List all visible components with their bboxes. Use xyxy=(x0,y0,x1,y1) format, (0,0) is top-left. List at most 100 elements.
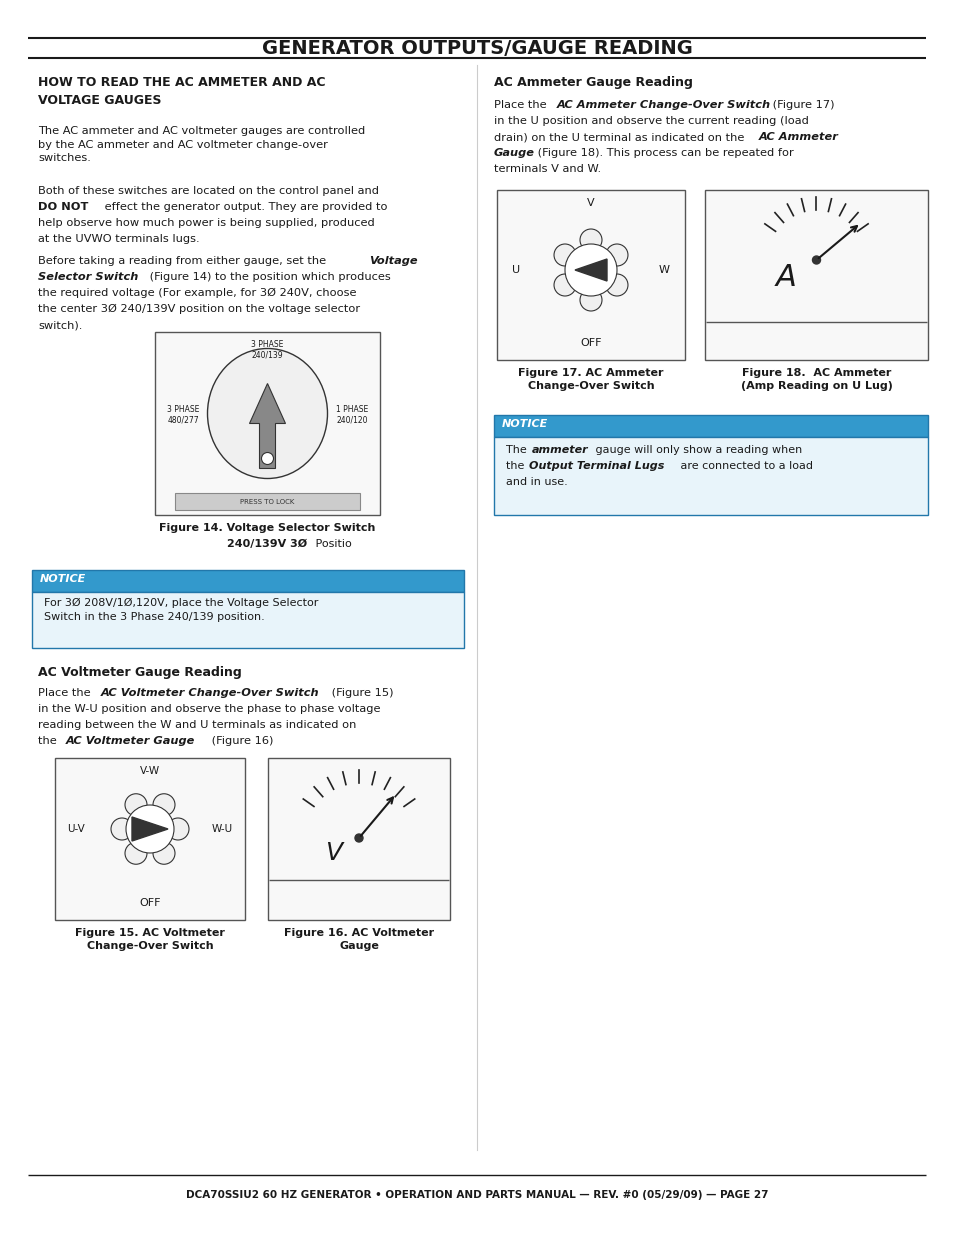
Text: reading between the W and U terminals as indicated on: reading between the W and U terminals as… xyxy=(38,720,356,730)
Text: switch).: switch). xyxy=(38,320,82,330)
Text: A: A xyxy=(775,263,796,293)
Bar xyxy=(497,190,684,359)
Bar xyxy=(154,332,379,515)
Text: drain) on the U terminal as indicated on the: drain) on the U terminal as indicated on… xyxy=(494,132,747,142)
Text: and in use.: and in use. xyxy=(505,477,567,487)
Text: NOTICE: NOTICE xyxy=(40,574,86,584)
Ellipse shape xyxy=(111,818,132,840)
Circle shape xyxy=(261,452,274,464)
Text: V: V xyxy=(587,198,594,207)
Text: W-U: W-U xyxy=(212,824,233,834)
Text: effect the generator output. They are provided to: effect the generator output. They are pr… xyxy=(101,203,387,212)
Text: V: V xyxy=(325,841,342,864)
Text: Figure 15. AC Voltmeter
Change-Over Switch: Figure 15. AC Voltmeter Change-Over Swit… xyxy=(75,927,225,951)
Text: The AC ammeter and AC voltmeter gauges are controlled
by the AC ammeter and AC v: The AC ammeter and AC voltmeter gauges a… xyxy=(38,126,365,163)
Text: NOTICE: NOTICE xyxy=(501,419,548,429)
Text: the center 3Ø 240/139V position on the voltage selector: the center 3Ø 240/139V position on the v… xyxy=(38,304,359,314)
Text: terminals V and W.: terminals V and W. xyxy=(494,164,600,174)
Text: Positio: Positio xyxy=(313,538,352,550)
Ellipse shape xyxy=(167,818,189,840)
Text: W: W xyxy=(659,266,669,275)
Text: U: U xyxy=(512,266,519,275)
Text: (Figure 15): (Figure 15) xyxy=(328,688,393,698)
Text: Figure 14. Voltage Selector Switch: Figure 14. Voltage Selector Switch xyxy=(159,522,375,534)
Text: OFF: OFF xyxy=(139,898,161,908)
Text: Before taking a reading from either gauge, set the: Before taking a reading from either gaug… xyxy=(38,256,330,266)
Text: 240/139V 3Ø: 240/139V 3Ø xyxy=(227,538,307,550)
Ellipse shape xyxy=(152,842,174,864)
Text: 3 PHASE: 3 PHASE xyxy=(251,340,283,350)
Circle shape xyxy=(355,834,363,842)
Ellipse shape xyxy=(152,794,174,816)
Ellipse shape xyxy=(125,794,147,816)
Polygon shape xyxy=(132,818,168,841)
Ellipse shape xyxy=(579,289,601,311)
Polygon shape xyxy=(575,259,606,282)
Text: (Figure 18). This process can be repeated for: (Figure 18). This process can be repeate… xyxy=(534,148,793,158)
Text: OFF: OFF xyxy=(579,338,601,348)
Bar xyxy=(704,190,927,359)
Text: 240/120: 240/120 xyxy=(335,415,367,425)
Text: ammeter: ammeter xyxy=(532,445,588,454)
Text: AC Voltmeter Gauge: AC Voltmeter Gauge xyxy=(66,736,195,746)
Bar xyxy=(55,758,245,920)
Bar xyxy=(494,415,927,437)
Text: gauge will only show a reading when: gauge will only show a reading when xyxy=(592,445,801,454)
Ellipse shape xyxy=(125,842,147,864)
Text: at the UVWO terminals lugs.: at the UVWO terminals lugs. xyxy=(38,233,199,245)
Text: Both of these switches are located on the control panel and: Both of these switches are located on th… xyxy=(38,186,378,196)
Text: Gauge: Gauge xyxy=(494,148,535,158)
Text: Figure 17. AC Ammeter
Change-Over Switch: Figure 17. AC Ammeter Change-Over Switch xyxy=(517,368,663,391)
Bar xyxy=(268,758,450,920)
Text: Voltage: Voltage xyxy=(369,256,417,266)
Ellipse shape xyxy=(554,245,576,266)
Text: U-V: U-V xyxy=(67,824,85,834)
Text: 240/139: 240/139 xyxy=(252,350,283,359)
Text: 3 PHASE: 3 PHASE xyxy=(167,405,199,415)
Text: DCA70SSIU2 60 HZ GENERATOR • OPERATION AND PARTS MANUAL — REV. #0 (05/29/09) — P: DCA70SSIU2 60 HZ GENERATOR • OPERATION A… xyxy=(186,1191,767,1200)
Ellipse shape xyxy=(208,348,327,478)
Text: Figure 18.  AC Ammeter
(Amp Reading on U Lug): Figure 18. AC Ammeter (Amp Reading on U … xyxy=(740,368,891,391)
Text: in the U position and observe the current reading (load: in the U position and observe the curren… xyxy=(494,116,808,126)
Text: PRESS TO LOCK: PRESS TO LOCK xyxy=(240,499,294,505)
Text: Place the: Place the xyxy=(494,100,550,110)
Text: HOW TO READ THE AC AMMETER AND AC
VOLTAGE GAUGES: HOW TO READ THE AC AMMETER AND AC VOLTAG… xyxy=(38,77,325,107)
Text: Place the: Place the xyxy=(38,688,94,698)
Bar xyxy=(494,437,927,515)
Text: GENERATOR OUTPUTS/GAUGE READING: GENERATOR OUTPUTS/GAUGE READING xyxy=(261,38,692,58)
Bar xyxy=(174,493,359,510)
Polygon shape xyxy=(250,384,285,468)
Text: Selector Switch: Selector Switch xyxy=(38,272,138,282)
Ellipse shape xyxy=(605,274,627,296)
Ellipse shape xyxy=(579,228,601,251)
Ellipse shape xyxy=(554,274,576,296)
Text: Figure 16. AC Voltmeter
Gauge: Figure 16. AC Voltmeter Gauge xyxy=(284,927,434,951)
Circle shape xyxy=(126,805,173,853)
Text: in the W-U position and observe the phase to phase voltage: in the W-U position and observe the phas… xyxy=(38,704,380,714)
Text: help observe how much power is being supplied, produced: help observe how much power is being sup… xyxy=(38,219,375,228)
Text: (Figure 14) to the position which produces: (Figure 14) to the position which produc… xyxy=(146,272,391,282)
Text: AC Ammeter: AC Ammeter xyxy=(759,132,838,142)
Text: the: the xyxy=(505,461,527,471)
Circle shape xyxy=(564,245,617,296)
Text: (Figure 16): (Figure 16) xyxy=(208,736,274,746)
Text: DO NOT: DO NOT xyxy=(38,203,89,212)
Text: AC Voltmeter Change-Over Switch: AC Voltmeter Change-Over Switch xyxy=(101,688,319,698)
Text: are connected to a load: are connected to a load xyxy=(677,461,812,471)
Text: AC Voltmeter Gauge Reading: AC Voltmeter Gauge Reading xyxy=(38,666,241,679)
Bar xyxy=(32,571,463,592)
Text: Output Terminal Lugs: Output Terminal Lugs xyxy=(529,461,663,471)
Text: V-W: V-W xyxy=(140,766,160,776)
Text: For 3Ø 208V/1Ø,120V, place the Voltage Selector
Switch in the 3 Phase 240/139 po: For 3Ø 208V/1Ø,120V, place the Voltage S… xyxy=(44,598,318,621)
Text: the: the xyxy=(38,736,60,746)
Text: 480/277: 480/277 xyxy=(167,415,198,425)
Text: the required voltage (For example, for 3Ø 240V, choose: the required voltage (For example, for 3… xyxy=(38,288,356,298)
Text: AC Ammeter Change-Over Switch: AC Ammeter Change-Over Switch xyxy=(557,100,770,110)
Ellipse shape xyxy=(605,245,627,266)
Circle shape xyxy=(812,256,820,264)
Text: 1 PHASE: 1 PHASE xyxy=(335,405,368,415)
Bar xyxy=(32,592,463,648)
Text: AC Ammeter Gauge Reading: AC Ammeter Gauge Reading xyxy=(494,77,692,89)
Text: (Figure 17): (Figure 17) xyxy=(768,100,834,110)
Text: The: The xyxy=(505,445,530,454)
